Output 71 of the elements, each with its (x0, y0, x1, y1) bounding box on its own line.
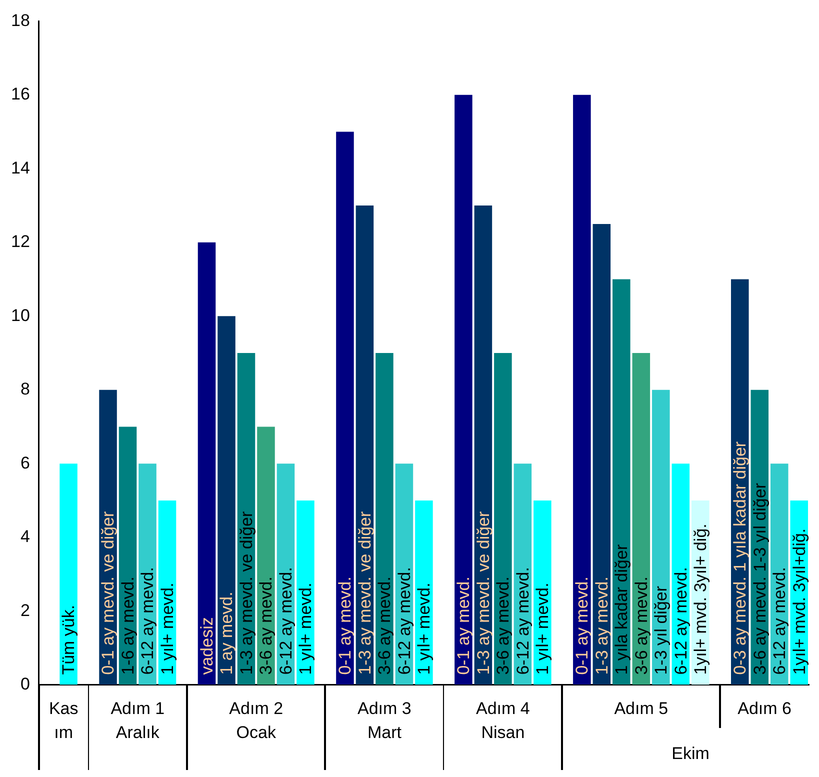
x-tick-label: 6-12 ay mevd. (671, 567, 690, 675)
x-tick-label: 1-6 ay mevd. (118, 576, 138, 675)
x-tick-label: 1 yıl+ mevd. (158, 582, 177, 675)
x-tick-label: 1-3 ay mevd. (592, 576, 612, 675)
x-tick-label: 0-1 ay mevd. (336, 576, 355, 675)
x-tick-label: 1 yıl+ mevd. (533, 582, 552, 675)
bar (652, 390, 670, 685)
x-tick-label: 3-6 ay mevd. (494, 576, 513, 675)
text: Adım 2 Ocak (228, 698, 284, 744)
bar (118, 426, 137, 685)
bar (336, 132, 354, 685)
x-tick-label: 1 yıla kadar diğer (612, 544, 632, 675)
bar (138, 464, 156, 685)
y-tick-label: 8 (20, 380, 30, 399)
x-tick-label: 6-12 ay mevd. (770, 567, 790, 675)
text: Adım 5 (613, 698, 670, 720)
bar (60, 464, 78, 685)
bar (198, 242, 216, 685)
x-tick-label: 1-3 ay mevd. ve diğer (355, 510, 374, 675)
bar (415, 500, 433, 685)
y-tick-label: 12 (10, 232, 30, 252)
x-tick-label: 0-1 ay mevd. (454, 576, 474, 675)
x-tick-label: 1yıl+ mvd. 3yıl+diğ. (790, 528, 809, 675)
x-tick-label: 3-6 ay mevd. 1-3 yıl diğer (750, 482, 770, 675)
bar (454, 94, 472, 685)
bar (592, 224, 611, 685)
x-tick-label: 1yıl+ mvd. 3yıl+ diğ. (691, 524, 710, 675)
x-tick-label: 1-3 ay mevd. ve diğer (474, 510, 493, 675)
x-tick-label: 3-6 ay mevd. (632, 576, 651, 675)
bar (534, 500, 552, 685)
x-tick-label: Tüm yük. (59, 604, 78, 675)
x-tick-label: 6-12 ay mevd. (138, 567, 158, 675)
x-tick-label: 1-3 ay mevd. ve diğer (236, 510, 256, 675)
bar (632, 353, 650, 685)
x-tick-label: 3-6 ay mevd. (256, 576, 276, 675)
y-tick-label: 6 (20, 453, 30, 472)
text: Adım 4 Nisan (474, 698, 531, 744)
text: Adım 3 Mart (356, 698, 412, 744)
y-tick-label: 4 (20, 527, 30, 546)
text: Adım 6 (736, 698, 792, 720)
y-tick-label: 14 (10, 158, 30, 178)
text: Kas ım (48, 698, 80, 744)
x-tick-label: 1 yıl+ mevd. (296, 582, 316, 675)
y-tick-label: 0 (20, 674, 30, 694)
bar (770, 464, 788, 685)
bar (612, 279, 630, 685)
x-tick-label: 6-12 ay mevd. (513, 567, 532, 675)
x-tick-label: 0-1 ay mevd. (572, 576, 592, 675)
x-tick-label: 0-1 ay mevd. ve diğer (98, 510, 118, 675)
y-tick-label: 16 (10, 84, 30, 104)
x-tick-label: 1 ay mevd. (217, 592, 236, 675)
x-tick-label: 6-12 ay mevd. (276, 567, 296, 675)
bar (218, 316, 236, 685)
x-tick-label: 6-12 ay mevd. (394, 567, 414, 675)
x-tick-label: vadesiz (197, 617, 216, 675)
y-tick-label: 10 (10, 306, 30, 325)
x-tick-label: 1 yıl+ mevd. (414, 582, 434, 675)
bar (474, 206, 492, 685)
bar (494, 353, 512, 685)
bar (296, 500, 314, 685)
bar (376, 353, 394, 685)
bar (257, 426, 275, 685)
x-tick-label: 1-3 yıl diğer (652, 586, 671, 675)
y-tick-label: 2 (20, 600, 30, 620)
x-tick-label: 3-6 ay mevd. (375, 576, 394, 675)
x-tick-label: 0-3 ay mevd. 1 yıla kadar diğer (730, 441, 750, 675)
text: Adım 1 Aralık (110, 698, 166, 744)
bar (356, 206, 374, 685)
y-tick-label: 18 (10, 10, 30, 30)
text: Ekim (670, 742, 710, 765)
bar (573, 94, 591, 685)
